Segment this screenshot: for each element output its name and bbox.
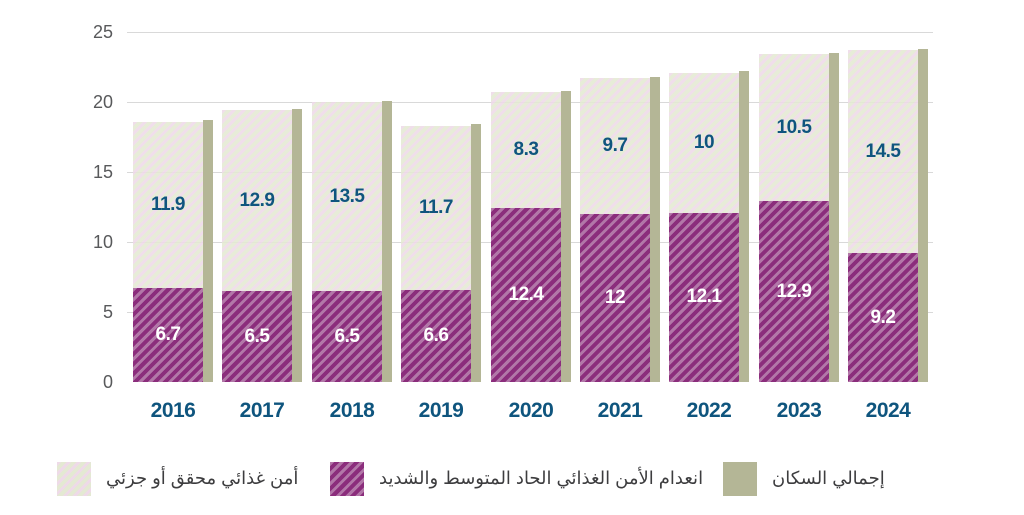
security-value-label: 13.5 xyxy=(329,185,365,207)
insecurity-hatch-swatch-icon xyxy=(330,461,364,496)
security-segment: 11.9 xyxy=(133,121,203,289)
insecurity-value-label: 6.6 xyxy=(423,324,449,346)
legend-label: أمن غذائي محقق أو جزئي xyxy=(106,468,299,488)
gridline xyxy=(127,32,933,33)
x-axis-year-label: 2024 xyxy=(865,399,911,422)
population-total-bar xyxy=(203,120,213,382)
insecurity-value-label: 12.4 xyxy=(508,284,544,306)
y-axis-tick-label: 0 xyxy=(102,372,113,392)
security-value-label: 8.3 xyxy=(513,139,539,161)
insecurity-value-label: 6.5 xyxy=(334,325,360,347)
x-axis-year-label: 2022 xyxy=(686,399,732,422)
x-axis-year-label: 2021 xyxy=(597,399,643,422)
security-segment: 14.5 xyxy=(848,50,918,254)
insecurity-segment: 6.7 xyxy=(133,288,203,382)
security-value-label: 10 xyxy=(693,131,715,153)
x-axis-year-label: 2017 xyxy=(239,399,285,422)
y-axis-tick-label: 10 xyxy=(92,232,113,252)
security-value-label: 14.5 xyxy=(865,140,901,162)
x-axis-year-label: 2019 xyxy=(418,399,464,422)
legend-item-food-insecurity: انعدام الأمن الغذائي الحاد المتوسط والشد… xyxy=(330,461,703,496)
population-swatch-icon xyxy=(723,461,757,496)
security-value-label: 11.7 xyxy=(419,196,453,218)
legend-label: إجمالي السكان xyxy=(772,468,885,488)
population-total-bar xyxy=(829,53,839,382)
security-value-label: 12.9 xyxy=(239,189,275,211)
population-total-bar xyxy=(650,76,660,382)
insecurity-value-label: 12.9 xyxy=(776,280,812,302)
legend-label: انعدام الأمن الغذائي الحاد المتوسط والشد… xyxy=(379,468,704,488)
security-segment: 10 xyxy=(669,72,739,213)
insecurity-segment: 12.9 xyxy=(759,201,829,382)
security-value-label: 11.9 xyxy=(151,193,185,215)
insecurity-value-label: 6.5 xyxy=(244,325,270,347)
x-axis-year-label: 2020 xyxy=(508,399,554,422)
y-axis-tick-label: 20 xyxy=(92,92,113,112)
insecurity-segment: 12.4 xyxy=(491,208,561,382)
security-segment: 12.9 xyxy=(222,110,292,291)
security-value-label: 9.7 xyxy=(602,135,628,157)
population-total-bar xyxy=(471,124,481,382)
insecurity-segment: 6.5 xyxy=(312,291,382,382)
insecurity-segment: 12.1 xyxy=(669,212,739,382)
x-axis-year-label: 2016 xyxy=(150,399,196,422)
y-axis-tick-label: 25 xyxy=(92,22,113,42)
x-axis-year-label: 2018 xyxy=(329,399,375,422)
population-total-bar xyxy=(561,90,571,382)
x-axis-year-label: 2023 xyxy=(776,399,822,422)
insecurity-segment: 9.2 xyxy=(848,253,918,382)
security-segment: 9.7 xyxy=(580,78,650,214)
insecurity-value-label: 12.1 xyxy=(686,286,722,308)
population-total-bar xyxy=(292,109,302,382)
population-total-bar xyxy=(382,100,392,382)
insecurity-value-label: 6.7 xyxy=(155,324,181,346)
security-value-label: 10.5 xyxy=(776,116,812,138)
legend-item-total-population: إجمالي السكان xyxy=(723,461,885,496)
security-segment: 13.5 xyxy=(312,102,382,291)
security-hatch-swatch-icon xyxy=(57,461,91,496)
insecurity-value-label: 12 xyxy=(604,287,626,308)
security-segment: 11.7 xyxy=(401,125,471,290)
population-total-bar xyxy=(918,48,928,382)
population-total-bar xyxy=(739,71,749,382)
legend-item-food-security: أمن غذائي محقق أو جزئي xyxy=(57,461,298,496)
y-axis-tick-label: 5 xyxy=(102,302,113,322)
security-segment: 10.5 xyxy=(759,54,829,202)
insecurity-segment: 6.6 xyxy=(401,289,471,382)
y-axis-tick-label: 15 xyxy=(92,162,113,182)
insecurity-segment: 12 xyxy=(580,214,650,382)
insecurity-value-label: 9.2 xyxy=(870,306,896,328)
insecurity-segment: 6.5 xyxy=(222,291,292,382)
security-segment: 8.3 xyxy=(491,92,561,209)
